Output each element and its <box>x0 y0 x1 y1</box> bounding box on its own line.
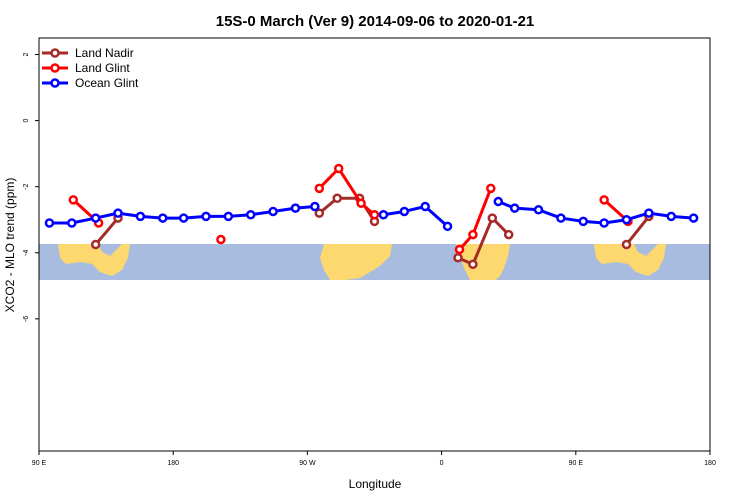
x-tick-label: 90 E <box>569 460 584 467</box>
data-point-ocean-glint <box>44 218 55 228</box>
data-point-ocean-glint <box>113 208 123 218</box>
legend-swatch-marker <box>50 63 60 73</box>
data-point-ocean-glint <box>399 206 410 217</box>
data-point-land-nadir <box>503 229 514 240</box>
x-axis-label: Longitude <box>349 477 402 491</box>
data-point-land-glint <box>369 210 380 220</box>
data-point-ocean-glint <box>158 213 168 223</box>
data-point-land-glint <box>216 234 226 245</box>
data-point-ocean-glint <box>533 205 544 215</box>
x-tick-label: 180 <box>704 460 716 467</box>
x-axis: 90 E 180 90 W 0 90 E 180 <box>32 451 716 467</box>
data-point-ocean-glint <box>644 208 654 218</box>
series-line-land-glint <box>458 187 493 251</box>
series-line-land-nadir <box>318 196 376 223</box>
data-point-ocean-glint <box>688 213 699 223</box>
data-point-ocean-glint <box>666 211 676 222</box>
legend-label: Land Glint <box>75 61 130 75</box>
land-australia-left <box>58 244 130 276</box>
land-south-america <box>320 244 392 280</box>
plot-frame <box>38 37 711 452</box>
series-line-land-nadir <box>457 216 510 266</box>
legend-label: Ocean Glint <box>75 76 139 90</box>
y-tick-label: 2 <box>23 52 30 56</box>
data-point-land-glint <box>454 244 465 255</box>
data-point-ocean-glint <box>378 210 389 220</box>
data-point-land-nadir <box>621 239 632 250</box>
data-point-ocean-glint <box>135 211 146 222</box>
y-axis-label: XCO2 - MLO trend (ppm) <box>3 178 17 313</box>
y-tick-label: -6 <box>23 316 30 322</box>
legend-item-ocean-glint: Ocean Glint <box>42 76 139 90</box>
land-australia-right <box>594 244 666 276</box>
data-point-ocean-glint <box>442 221 453 232</box>
series-line-ocean-glint <box>383 205 449 228</box>
legend-item-land-glint: Land Glint <box>42 61 130 75</box>
land-africa <box>456 244 510 280</box>
legend-item-land-nadir: Land Nadir <box>42 46 134 60</box>
series-ocean-glint <box>44 196 699 232</box>
data-point-ocean-glint <box>201 211 211 222</box>
series-layer <box>44 163 699 270</box>
x-tick-label: 0 <box>440 460 444 467</box>
data-point-land-glint <box>486 183 496 194</box>
y-tick-label: 0 <box>23 119 30 123</box>
y-axis: 2 0 -2 -4 -6 <box>23 52 39 322</box>
data-point-ocean-glint <box>178 213 189 223</box>
data-point-land-glint <box>314 183 325 194</box>
x-tick-label: 90 W <box>299 460 316 467</box>
series-line-ocean-glint <box>497 200 694 225</box>
data-point-land-nadir <box>90 239 101 250</box>
data-point-ocean-glint <box>493 196 504 207</box>
background-map-band <box>39 244 710 280</box>
y-tick-label: -4 <box>23 250 30 256</box>
data-point-ocean-glint <box>223 211 234 222</box>
chart-title: 15S-0 March (Ver 9) 2014-09-06 to 2020-0… <box>216 13 535 30</box>
data-point-land-nadir <box>468 259 478 270</box>
data-point-land-nadir <box>453 252 463 263</box>
data-point-land-glint <box>468 229 478 240</box>
data-point-ocean-glint <box>556 213 566 223</box>
legend-swatch-marker <box>50 48 60 58</box>
series-land-glint <box>68 163 633 255</box>
data-point-land-nadir <box>487 213 498 223</box>
data-point-land-nadir <box>314 208 325 218</box>
data-point-ocean-glint <box>290 203 301 213</box>
series-line-land-nadir <box>94 217 120 246</box>
data-point-ocean-glint <box>268 206 278 217</box>
series-line-land-glint <box>318 167 376 216</box>
x-tick-label: 180 <box>167 460 179 467</box>
data-point-land-glint <box>356 198 366 208</box>
data-point-ocean-glint <box>578 216 589 227</box>
legend-swatch-marker <box>50 78 60 88</box>
data-point-ocean-glint <box>67 218 77 228</box>
data-point-land-glint <box>333 163 344 174</box>
data-point-ocean-glint <box>509 203 520 213</box>
data-point-land-nadir <box>332 193 342 203</box>
legend-label: Land Nadir <box>75 46 134 60</box>
data-point-land-glint <box>599 195 609 205</box>
x-tick-label: 90 E <box>32 460 47 467</box>
data-point-land-glint <box>68 195 79 205</box>
data-point-ocean-glint <box>90 213 101 223</box>
data-point-ocean-glint <box>420 201 430 212</box>
data-point-ocean-glint <box>599 218 609 228</box>
series-line-land-nadir <box>625 215 651 246</box>
data-point-ocean-glint <box>245 210 256 220</box>
data-point-ocean-glint <box>310 201 320 212</box>
y-tick-label: -2 <box>23 183 30 189</box>
data-point-ocean-glint <box>621 214 632 225</box>
